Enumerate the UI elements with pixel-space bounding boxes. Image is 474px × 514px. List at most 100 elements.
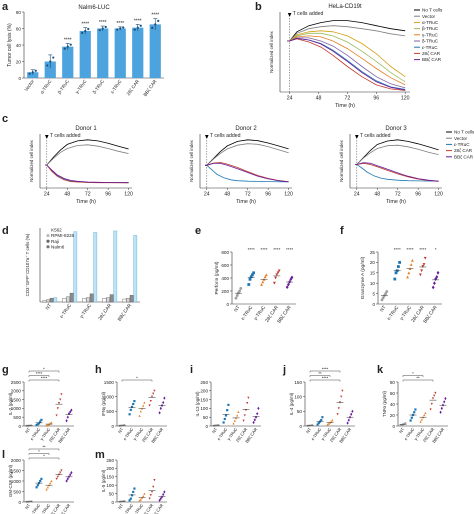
significance-bracket [28,370,60,373]
data-point [410,416,413,419]
data-point [273,281,276,285]
y-tick-label: 100 [200,406,208,411]
data-point [158,411,161,415]
data-point [46,486,49,489]
bar [46,299,50,303]
x-category-label: NT [117,502,125,510]
chart-c2: Donor 2 Normalized cell index 24 48 72 96 120 T… [189,126,293,205]
data-point [419,420,422,423]
panel-letter-b: b [255,1,262,13]
y-tick-label: 1000 [11,479,22,484]
data-point [123,500,126,503]
data-point [66,45,69,48]
x-axis-label: Time (h) [335,103,355,109]
y-axis-label: IL-13 (pg/ml) [195,391,200,416]
data-point [159,497,162,501]
data-point [159,406,162,410]
data-point [40,418,43,421]
chart-title: Nalm6-LUC [78,5,110,11]
significance-label: **** [64,37,72,43]
y-tick-label: 0 [205,424,208,429]
significance-label: **** [322,375,329,380]
x-axis-label: Time (h) [236,199,256,205]
data-point [163,490,166,494]
data-point [238,289,242,293]
legend-marker [46,234,50,238]
data-point [311,424,314,427]
x-tick-label: 96 [373,96,379,102]
x-category-label: γ-TRuC [132,503,144,514]
x-category-label: NT [233,305,242,314]
y-axis-label: IFNγ (pg/ml) [101,391,106,416]
y-tick-label: 10 [370,281,376,286]
data-point [406,275,409,279]
data-point [49,60,52,63]
bar [49,298,54,303]
data-point [130,405,134,409]
y-tick-label: 1500 [11,468,22,473]
series-line [287,35,406,86]
data-point [46,64,49,67]
data-point [424,411,427,414]
data-point [50,421,53,424]
tcells-arrow [355,135,359,139]
data-point [140,407,144,410]
data-point [60,469,63,472]
data-point [31,71,34,74]
y-tick-label: 0 [111,500,114,505]
x-tick-label: 72 [345,96,351,102]
data-point [341,389,344,392]
bar [44,61,56,78]
legend-entry: BBζ CAR [454,154,474,160]
data-point [336,413,339,416]
y-tick-label: 500 [106,409,114,414]
series-line [45,164,129,184]
series-line [355,144,439,165]
data-point [143,401,146,404]
x-category-label: BBζ CAR [57,503,71,514]
bar [133,235,138,303]
series-line [287,25,406,42]
data-point [84,29,87,33]
significance-bracket [309,370,341,373]
data-point [393,277,397,281]
data-point [59,471,62,474]
data-point [251,273,254,277]
y-tick-label: 1000 [104,394,115,399]
data-point [28,72,31,75]
data-point [104,25,107,29]
significance-bracket [28,379,60,382]
data-point [157,19,160,23]
data-point [274,276,277,280]
significance-label: **** [99,20,107,26]
data-point [153,479,156,482]
significance-bracket [28,375,50,377]
series-line [287,38,406,91]
data-point [139,24,142,27]
data-point [129,408,132,411]
panel-letter-k: k [377,364,384,376]
y-tick-label: 500 [13,415,21,420]
significance-label: * [43,453,45,458]
data-point [439,410,442,414]
data-point [132,490,135,494]
bar [79,30,91,79]
chart-j: IL-4 (pg/ml)050100150**********NTε-TRuCγ… [289,366,355,444]
data-point [285,285,289,289]
x-category-label: 28ζ CAR [141,503,155,514]
tcells-annotation: T cells added [360,133,391,139]
data-point [326,423,329,426]
data-point [139,410,142,413]
significance-bracket [402,375,424,377]
data-point [443,400,446,404]
data-point [132,402,135,406]
tcells-annotation: T cells added [50,133,81,139]
series-line [45,164,129,183]
data-point [81,31,84,35]
y-tick-label: 1500 [104,380,115,385]
chart-i: IL-13 (pg/ml)050100150200250NTε-TRuCγ-TR… [195,380,261,444]
data-point [381,296,385,300]
data-point [385,290,389,293]
data-point [122,26,125,29]
